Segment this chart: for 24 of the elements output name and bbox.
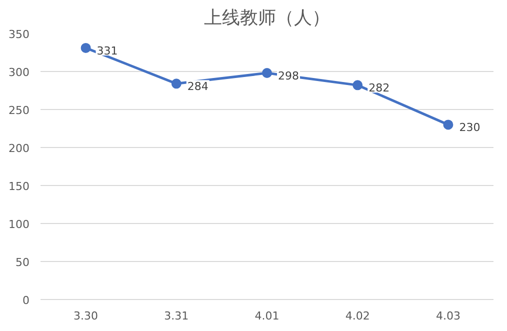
y-tick-label: 200 [8,142,30,155]
x-tick-label: 4.01 [254,310,280,322]
y-tick-label: 100 [8,218,30,231]
point [262,68,272,78]
data-label: 282 [368,82,390,95]
point [80,42,91,53]
x-tick-label: 3.30 [74,310,98,322]
y-tick-label: 350 [8,28,30,41]
data-label: 331 [96,44,118,58]
chart-title: 上线教师（人） [204,8,330,28]
y-tick-label: 250 [8,104,30,117]
point [443,120,454,130]
y-tick-label: 50 [16,256,30,269]
y-tick-label: 300 [8,66,30,79]
data-label: 284 [187,80,208,94]
y-tick-label: 0 [22,294,30,307]
point [171,78,182,89]
y-tick-label: 150 [8,180,30,193]
x-tick-label: 4.03 [436,310,460,322]
x-tick-label: 3.31 [164,310,189,322]
point [352,80,363,90]
data-label: 230 [459,121,480,134]
data-label: 298 [278,70,299,83]
x-tick-label: 4.02 [345,310,370,322]
